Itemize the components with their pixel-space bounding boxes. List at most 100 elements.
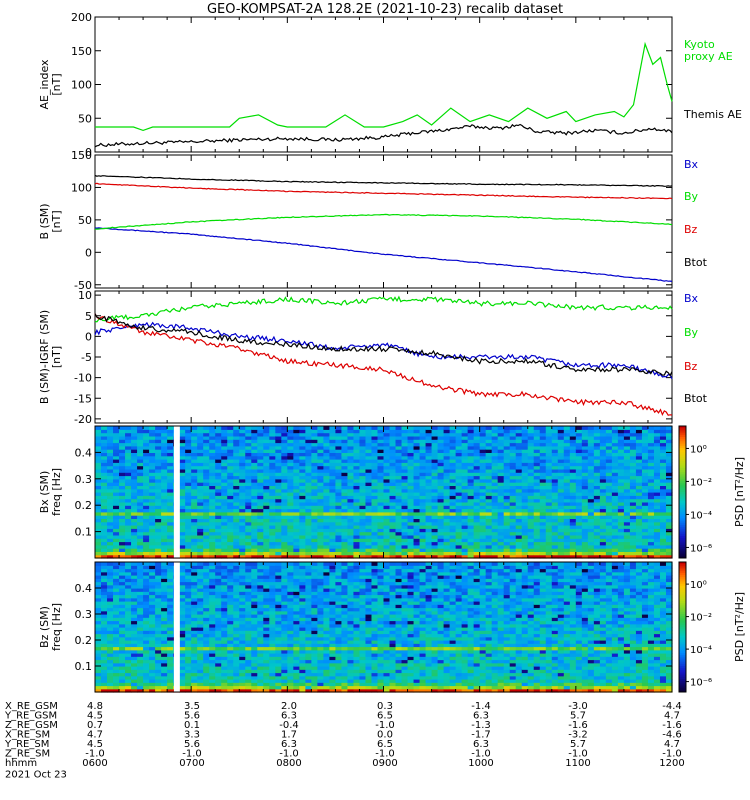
panel-5-cell (203, 662, 210, 667)
panel-5-cell (143, 575, 150, 579)
panel-4-cell (545, 465, 553, 470)
panel-4-cell (323, 459, 331, 463)
panel-5-cell (143, 653, 150, 657)
panel-5-cell (137, 672, 144, 677)
panel-4-cell (143, 498, 150, 503)
panel-4-cell (155, 501, 162, 506)
panel-4-cell (137, 465, 144, 470)
panel-4-cell (419, 551, 427, 556)
panel-4-cell (587, 521, 595, 526)
panel-4-cell (107, 465, 114, 470)
panel-4-cell (485, 435, 493, 440)
panel-4-cell (197, 521, 204, 526)
panel-4-cell (431, 531, 439, 536)
panel-4-cell (515, 468, 523, 473)
panel-4-cell (323, 432, 331, 437)
panel-5-cell (161, 627, 168, 631)
panel-4-cell (455, 518, 463, 523)
panel-4-cell (119, 455, 126, 460)
panel-4-cell (491, 439, 499, 444)
panel-4-cell (101, 531, 108, 536)
panel-4-cell (113, 472, 120, 477)
panel-4-cell (245, 475, 252, 480)
panel-5-cell (167, 568, 174, 573)
panel-4-cell (293, 531, 300, 536)
panel-5-cell (185, 685, 192, 690)
panel-4-cell (659, 518, 667, 523)
panel-4-cell (395, 505, 403, 510)
panel-4-cell (311, 534, 318, 539)
panel-5-cell (113, 633, 120, 638)
panel-4-cell (629, 488, 637, 493)
panel-5-cell (167, 617, 174, 622)
panel-4-cell (101, 492, 108, 496)
panel-4-cell (287, 541, 294, 546)
panel-4-cell (371, 485, 379, 490)
panel-4-cell (401, 521, 409, 526)
panel-4-cell (443, 554, 451, 559)
panel-4-cell (425, 442, 433, 447)
panel-4-cell (149, 551, 156, 556)
panel-4-cell (203, 554, 210, 559)
panel-4-cell (197, 482, 204, 486)
panel-4-cell (239, 495, 246, 500)
panel-4-cell (119, 551, 126, 556)
panel-3-ylabel: B (SM)-IGRF (SM)[nT] (38, 310, 63, 404)
panel-4-cell (341, 538, 349, 543)
panel-4-cell (461, 449, 469, 453)
panel-4-cell (641, 488, 649, 493)
panel-4-cell (179, 445, 186, 450)
panel-4-cell (245, 528, 252, 533)
panel-5-cell (197, 685, 204, 690)
panel-4-cell (131, 495, 138, 500)
panel-4-cell (347, 531, 355, 536)
panel-4-cell (125, 501, 132, 506)
panel-4-cell (623, 449, 631, 453)
panel-4-cell (521, 482, 529, 486)
panel-5-cell (161, 646, 168, 651)
panel-4-cell (647, 492, 655, 496)
panel-4-cell (587, 435, 595, 440)
panel-4-cell (623, 435, 631, 440)
panel-5-cell (119, 597, 126, 602)
panel-5-cell (137, 669, 144, 674)
panel-4-cell (251, 426, 258, 430)
panel-4-cell (623, 429, 631, 434)
panel-4-cell (299, 478, 306, 483)
panel-5-cell (161, 643, 168, 648)
panel-4-cell (125, 534, 132, 539)
panel-4-cell (533, 498, 541, 503)
panel-4-cell (623, 485, 631, 490)
panel-4-cell (401, 485, 409, 490)
panel-4-cell (329, 459, 337, 463)
panel-5-cell (95, 675, 102, 680)
panel-4-cell (461, 528, 469, 533)
panel-4-cell (509, 511, 517, 516)
panel-4-cell (323, 518, 331, 523)
panel-4-cell (209, 525, 216, 529)
panel-4-cell (659, 508, 667, 513)
panel-4-cell (395, 515, 403, 519)
panel-4-cell (413, 511, 421, 516)
panel-4-cell (527, 501, 535, 506)
panel-5-cell (107, 649, 114, 654)
panel-4-cell (275, 525, 282, 529)
panel-5-cell (95, 646, 102, 651)
panel-4-cell (473, 531, 481, 536)
panel-5-cell (161, 675, 168, 680)
panel-4-cell (191, 462, 198, 467)
panel-4-cell (281, 468, 288, 473)
panel-4-cell (383, 521, 391, 526)
panel-4-cell (449, 455, 457, 460)
panel-4-cell (377, 495, 385, 500)
panel-4-cell (203, 521, 210, 526)
panel-4-cell (107, 492, 114, 496)
panel-4-cell (365, 475, 373, 480)
panel-4-cell (377, 508, 385, 513)
panel-4-cell (311, 432, 318, 437)
panel-4-cell (101, 554, 108, 559)
panel-4-cell (515, 534, 523, 539)
panel-4-cell (329, 435, 337, 440)
panel-5-cell (125, 562, 132, 566)
panel-4-cell (377, 445, 385, 450)
